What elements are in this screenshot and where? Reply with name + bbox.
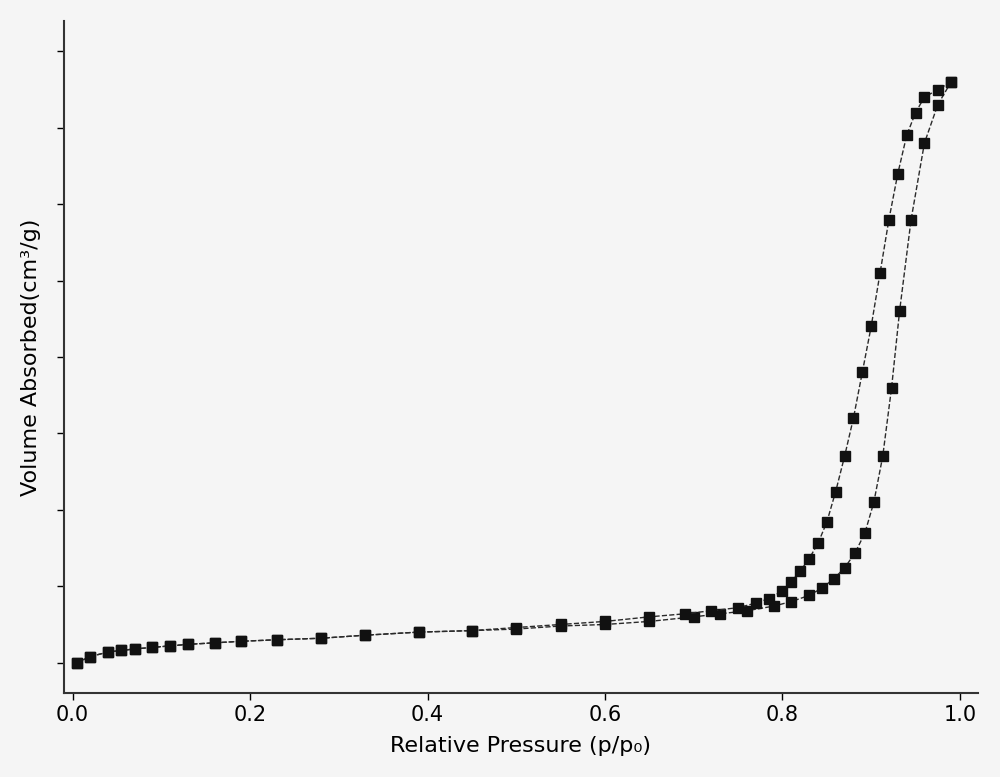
Y-axis label: Volume Absorbed(cm³/g): Volume Absorbed(cm³/g) — [21, 218, 41, 496]
X-axis label: Relative Pressure (p/p₀): Relative Pressure (p/p₀) — [390, 736, 651, 756]
